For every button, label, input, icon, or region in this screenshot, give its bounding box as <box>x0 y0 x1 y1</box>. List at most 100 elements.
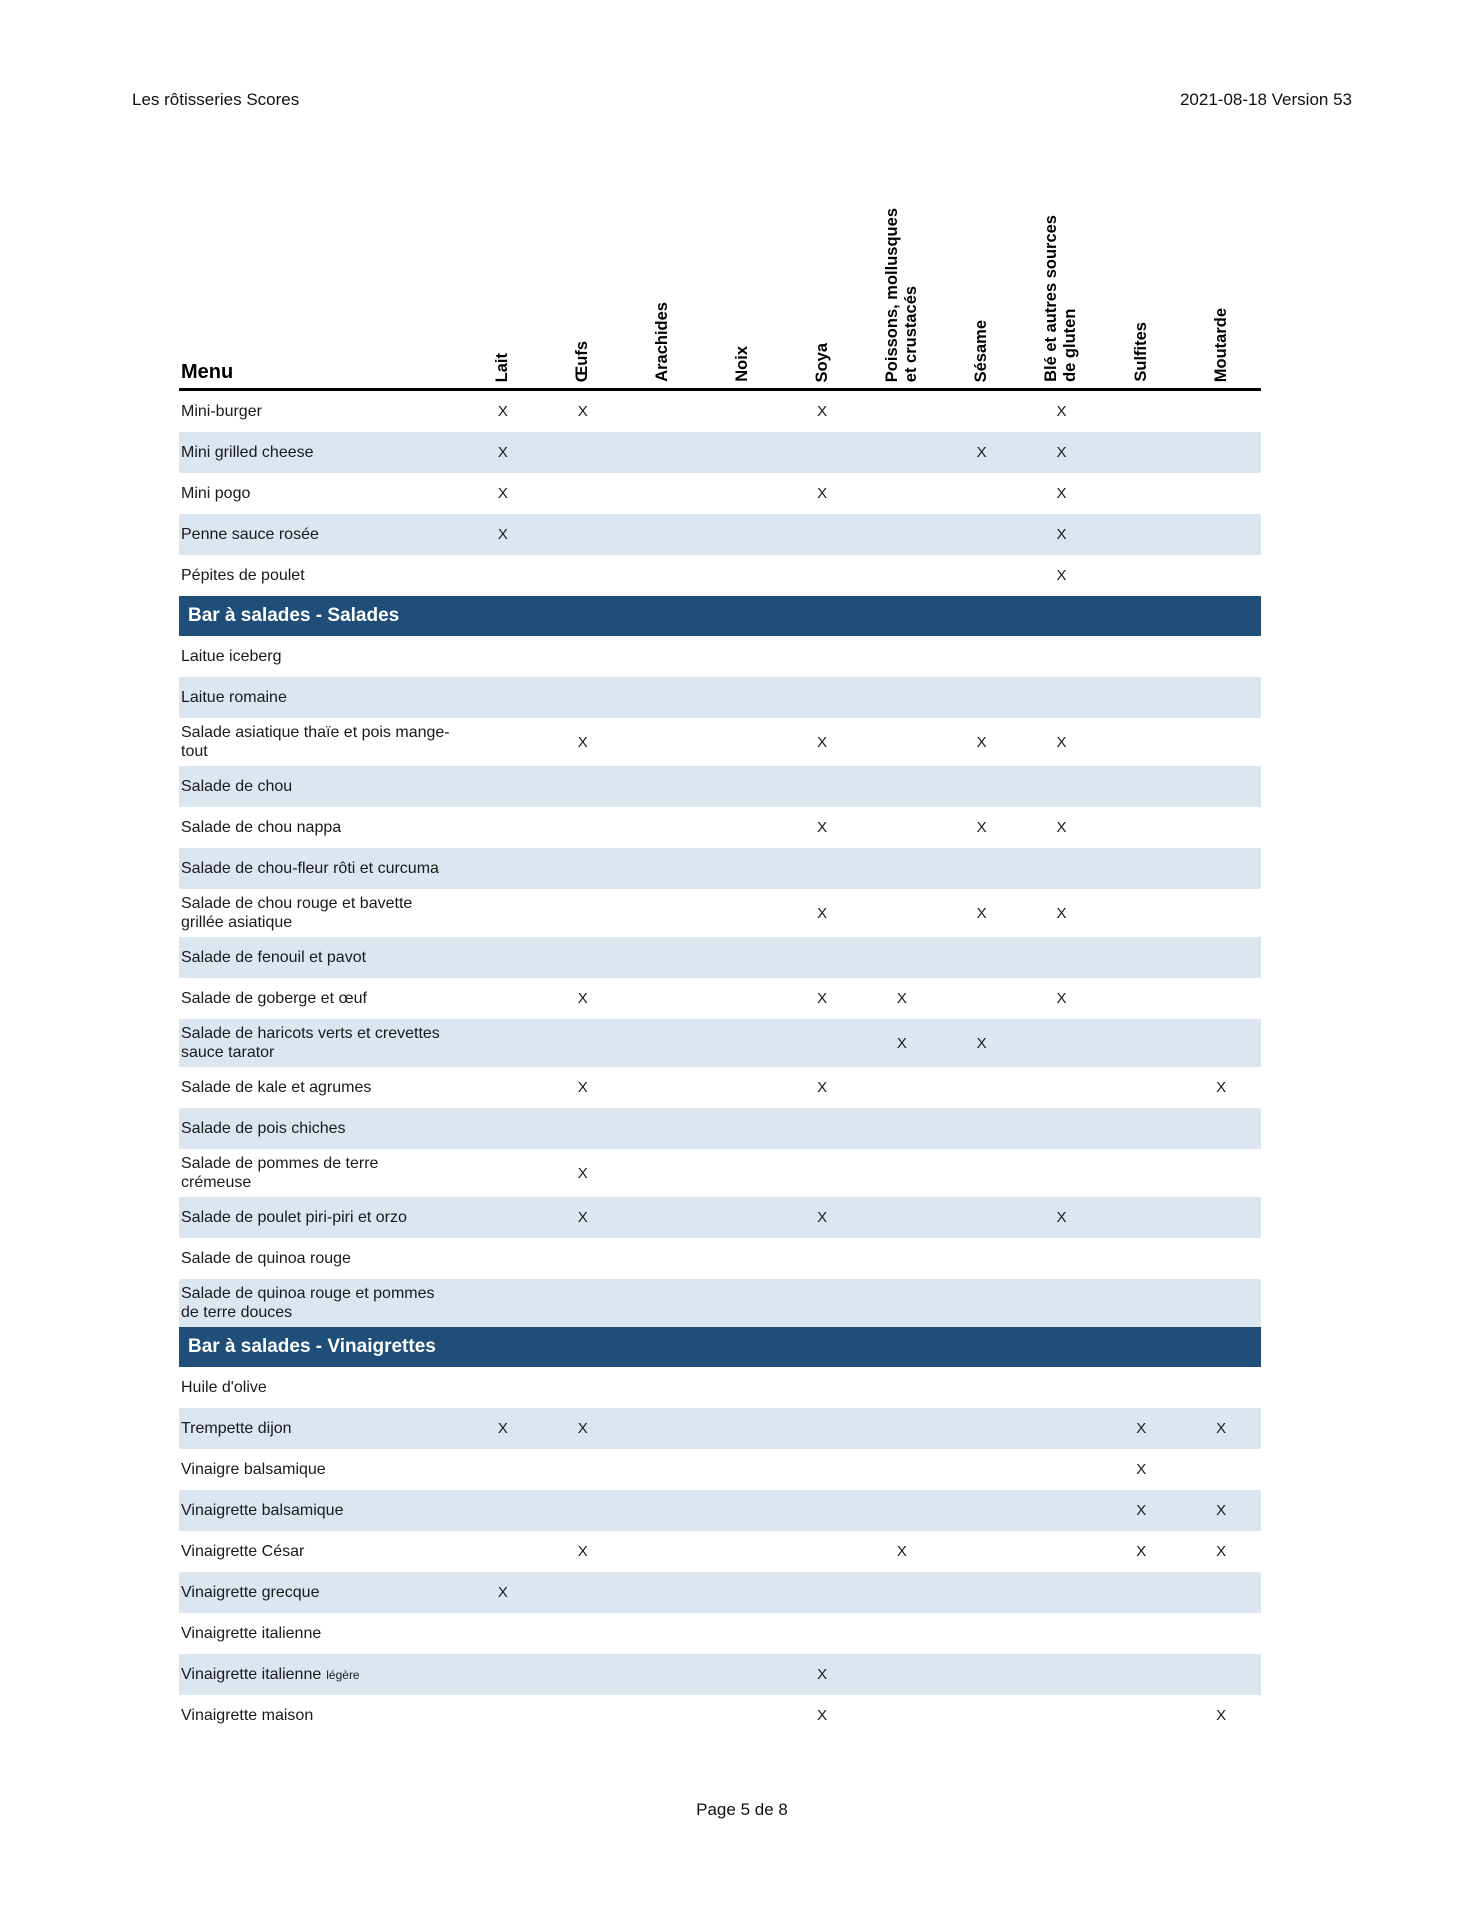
allergen-cell-poissons: X <box>896 1543 907 1560</box>
menu-item-text: Salade asiatique thaïe et pois mange-tou… <box>181 724 450 760</box>
allergen-cell-soya: X <box>817 403 828 420</box>
menu-item-text: Vinaigrette grecque <box>181 1584 320 1601</box>
allergen-cell-lait: X <box>497 1420 508 1437</box>
menu-item-label: Mini grilled cheese <box>179 438 463 467</box>
table-row: Huile d'olive <box>179 1367 1261 1408</box>
menu-item-text: Salade de chou rouge et bavette grillée … <box>181 895 413 931</box>
table-row: Salade de chou <box>179 766 1261 807</box>
page-header: Les rôtisseries Scores 2021-08-18 Versio… <box>132 90 1352 110</box>
allergen-cell-soya: X <box>817 733 828 751</box>
allergen-cell-ble: X <box>1056 444 1067 461</box>
menu-item-label: Huile d'olive <box>179 1373 463 1402</box>
allergen-cell-sesame: X <box>976 733 987 751</box>
allergen-cell-sesame: X <box>976 904 987 922</box>
menu-item-label: Mini pogo <box>179 479 463 508</box>
menu-item-text: Vinaigrette italienne <box>181 1625 322 1642</box>
menu-item-text: Mini pogo <box>181 485 251 502</box>
menu-item-label: Laitue romaine <box>179 683 463 712</box>
allergen-cell-sesame: X <box>976 819 987 836</box>
menu-item-label: Vinaigrette César <box>179 1537 463 1566</box>
document-title: Les rôtisseries Scores <box>132 90 300 109</box>
allergen-cell-ble: X <box>1056 485 1067 502</box>
allergen-cell-oeufs: X <box>577 990 588 1007</box>
menu-item-label: Vinaigrette italienne légère <box>179 1660 463 1690</box>
menu-item-label: Salade de chou nappa <box>179 813 463 842</box>
menu-item-label: Vinaigrette balsamique <box>179 1496 463 1525</box>
menu-item-text: Salade de chou <box>181 778 293 795</box>
allergen-cell-moutarde: X <box>1216 1707 1227 1724</box>
column-header-noix: Noix <box>732 346 751 382</box>
section-title: Bar à salades - Vinaigrettes <box>188 1336 436 1357</box>
table-row: Vinaigrette César X X X X <box>179 1531 1261 1572</box>
allergen-cell-sulfites: X <box>1136 1502 1147 1519</box>
column-header-poissons: Poissons, mollusques et crustacés <box>882 207 920 382</box>
menu-item-label: Penne sauce rosée <box>179 520 463 549</box>
menu-item-label: Salade de haricots verts et crevettes sa… <box>179 1019 463 1067</box>
column-header-lait: Lait <box>493 352 512 382</box>
table-row: Salade asiatique thaïe et pois mange-tou… <box>179 718 1261 766</box>
section-header: Bar à salades - Vinaigrettes <box>179 1327 1261 1367</box>
column-header-sulfites: Sulfites <box>1131 322 1150 382</box>
allergen-table: Menu Lait Œufs Arachides Noix Soya Poissons, … <box>179 152 1261 1736</box>
menu-column-header: Menu <box>181 361 234 383</box>
menu-item-text: Salade de poulet piri-piri et orzo <box>181 1209 407 1226</box>
section-header: Bar à salades - Salades <box>179 596 1261 636</box>
table-row: Salade de quinoa rouge <box>179 1238 1261 1279</box>
table-row: Mini pogo X X X <box>179 473 1261 514</box>
menu-item-label: Salade de chou-fleur rôti et curcuma <box>179 854 463 883</box>
table-row: Mini grilled cheese X X X <box>179 432 1261 473</box>
menu-item-label: Vinaigrette maison <box>179 1701 463 1730</box>
allergen-cell-ble: X <box>1056 819 1067 836</box>
menu-item-label: Laitue iceberg <box>179 642 463 671</box>
menu-item-text: Salade de quinoa rouge et pommes de terr… <box>181 1285 435 1321</box>
menu-item-label: Pépites de poulet <box>179 561 463 590</box>
menu-item-text: Vinaigre balsamique <box>181 1461 326 1478</box>
allergen-cell-ble: X <box>1056 990 1067 1007</box>
allergen-cell-soya: X <box>817 1209 828 1226</box>
menu-item-text: Mini-burger <box>181 403 262 420</box>
menu-item-label: Trempette dijon <box>179 1414 463 1443</box>
menu-item-text: Salade de fenouil et pavot <box>181 949 367 966</box>
table-row: Vinaigrette italienne légère X <box>179 1654 1261 1695</box>
table-row: Salade de poulet piri-piri et orzo X X X <box>179 1197 1261 1238</box>
menu-item-label: Salade de chou rouge et bavette grillée … <box>179 889 463 937</box>
allergen-cell-poissons: X <box>896 1034 907 1052</box>
allergen-cell-moutarde: X <box>1216 1420 1227 1437</box>
column-header-sesame: Sésame <box>972 319 991 382</box>
page-footer: Page 5 de 8 <box>0 1800 1484 1820</box>
allergen-cell-oeufs: X <box>577 733 588 751</box>
allergen-cell-moutarde: X <box>1216 1502 1227 1519</box>
column-header-arachides: Arachides <box>652 302 671 382</box>
allergen-cell-soya: X <box>817 1707 828 1724</box>
allergen-cell-soya: X <box>817 819 828 836</box>
allergen-cell-sesame: X <box>976 1034 987 1052</box>
table-row: Pépites de poulet X <box>179 555 1261 596</box>
menu-item-text: Penne sauce rosée <box>181 526 319 543</box>
allergen-cell-moutarde: X <box>1216 1543 1227 1560</box>
table-row: Salade de chou rouge et bavette grillée … <box>179 889 1261 937</box>
menu-item-text: Mini grilled cheese <box>181 444 314 461</box>
table-row: Salade de kale et agrumes X X X <box>179 1067 1261 1108</box>
table-row: Salade de quinoa rouge et pommes de terr… <box>179 1279 1261 1327</box>
menu-item-text: Salade de chou nappa <box>181 819 342 836</box>
table-row: Salade de pommes de terre crémeuse X <box>179 1149 1261 1197</box>
menu-item-text: Vinaigrette César <box>181 1543 305 1560</box>
menu-item-label: Salade de kale et agrumes <box>179 1073 463 1102</box>
allergen-cell-ble: X <box>1056 904 1067 922</box>
table-row: Salade de goberge et œuf X X X X <box>179 978 1261 1019</box>
allergen-cell-oeufs: X <box>577 1164 588 1182</box>
menu-item-text: Trempette dijon <box>181 1420 292 1437</box>
table-row: Laitue iceberg <box>179 636 1261 677</box>
allergen-cell-soya: X <box>817 1666 828 1683</box>
column-header-soya: Soya <box>812 342 831 382</box>
version-info: 2021-08-18 Version 53 <box>1179 90 1352 109</box>
table-row: Salade de haricots verts et crevettes sa… <box>179 1019 1261 1067</box>
menu-item-label: Salade de poulet piri-piri et orzo <box>179 1203 463 1232</box>
menu-item-text: Pépites de poulet <box>181 567 305 584</box>
menu-item-label: Salade asiatique thaïe et pois mange-tou… <box>179 718 463 766</box>
allergen-cell-oeufs: X <box>577 1420 588 1437</box>
menu-item-label: Salade de goberge et œuf <box>179 984 463 1013</box>
allergen-cell-sulfites: X <box>1136 1420 1147 1437</box>
menu-item-text: Salade de goberge et œuf <box>181 990 367 1007</box>
